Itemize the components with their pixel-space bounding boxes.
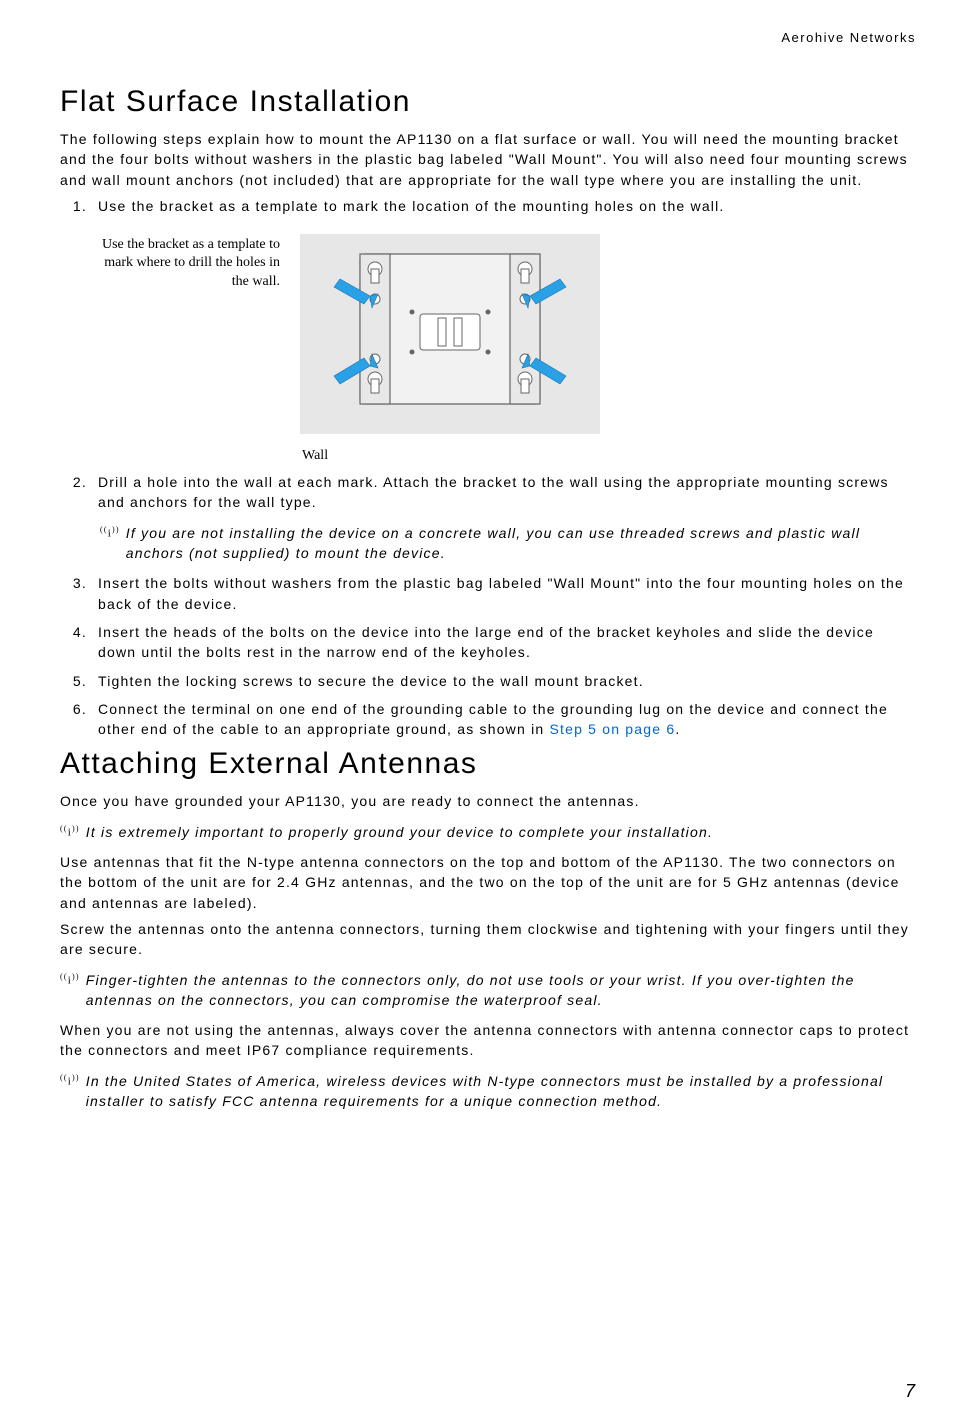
page-number: 7	[905, 1381, 916, 1402]
header-company: Aerohive Networks	[60, 30, 916, 45]
section2-para4: When you are not using the antennas, alw…	[60, 1020, 916, 1061]
note-finger-tighten: ((i)) Finger-tighten the antennas to the…	[60, 970, 916, 1011]
step-6-link[interactable]: Step 5 on page 6	[549, 721, 675, 737]
note-icon: ((i))	[60, 822, 80, 839]
note-ground: ((i)) It is extremely important to prope…	[60, 822, 916, 842]
step-3: Insert the bolts without washers from th…	[92, 573, 916, 614]
section1-intro: The following steps explain how to mount…	[60, 129, 916, 190]
figure-wall-label: Wall	[302, 448, 916, 464]
section2-para3: Screw the antennas onto the antenna conn…	[60, 919, 916, 960]
section1-title: Flat Surface Installation	[60, 85, 916, 119]
step-2: Drill a hole into the wall at each mark.…	[92, 472, 916, 513]
figure-caption: Use the bracket as a template to mark wh…	[100, 234, 280, 291]
step-5: Tighten the locking screws to secure the…	[92, 671, 916, 691]
section2-title: Attaching External Antennas	[60, 747, 916, 781]
step-6-text-a: Connect the terminal on one end of the g…	[98, 701, 888, 737]
note-icon: ((i))	[100, 523, 120, 540]
section2-intro: Once you have grounded your AP1130, you …	[60, 791, 916, 811]
note-fcc: ((i)) In the United States of America, w…	[60, 1071, 916, 1112]
note-finger-tighten-text: Finger-tighten the antennas to the conne…	[86, 970, 916, 1011]
note-icon: ((i))	[60, 1071, 80, 1088]
step-6: Connect the terminal on one end of the g…	[92, 699, 916, 740]
note-icon: ((i))	[60, 970, 80, 987]
note-ground-text: It is extremely important to properly gr…	[86, 822, 713, 842]
bracket-svg	[300, 234, 600, 434]
note-fcc-text: In the United States of America, wireles…	[86, 1071, 916, 1112]
note-step2-text: If you are not installing the device on …	[126, 523, 916, 564]
note-step2: ((i)) If you are not installing the devi…	[100, 523, 916, 564]
figure-row: Use the bracket as a template to mark wh…	[100, 234, 916, 434]
bracket-diagram	[300, 234, 600, 434]
section2-para2: Use antennas that fit the N-type antenna…	[60, 852, 916, 913]
step-6-text-b: .	[675, 721, 680, 737]
step-1: Use the bracket as a template to mark th…	[92, 196, 916, 216]
step-4: Insert the heads of the bolts on the dev…	[92, 622, 916, 663]
